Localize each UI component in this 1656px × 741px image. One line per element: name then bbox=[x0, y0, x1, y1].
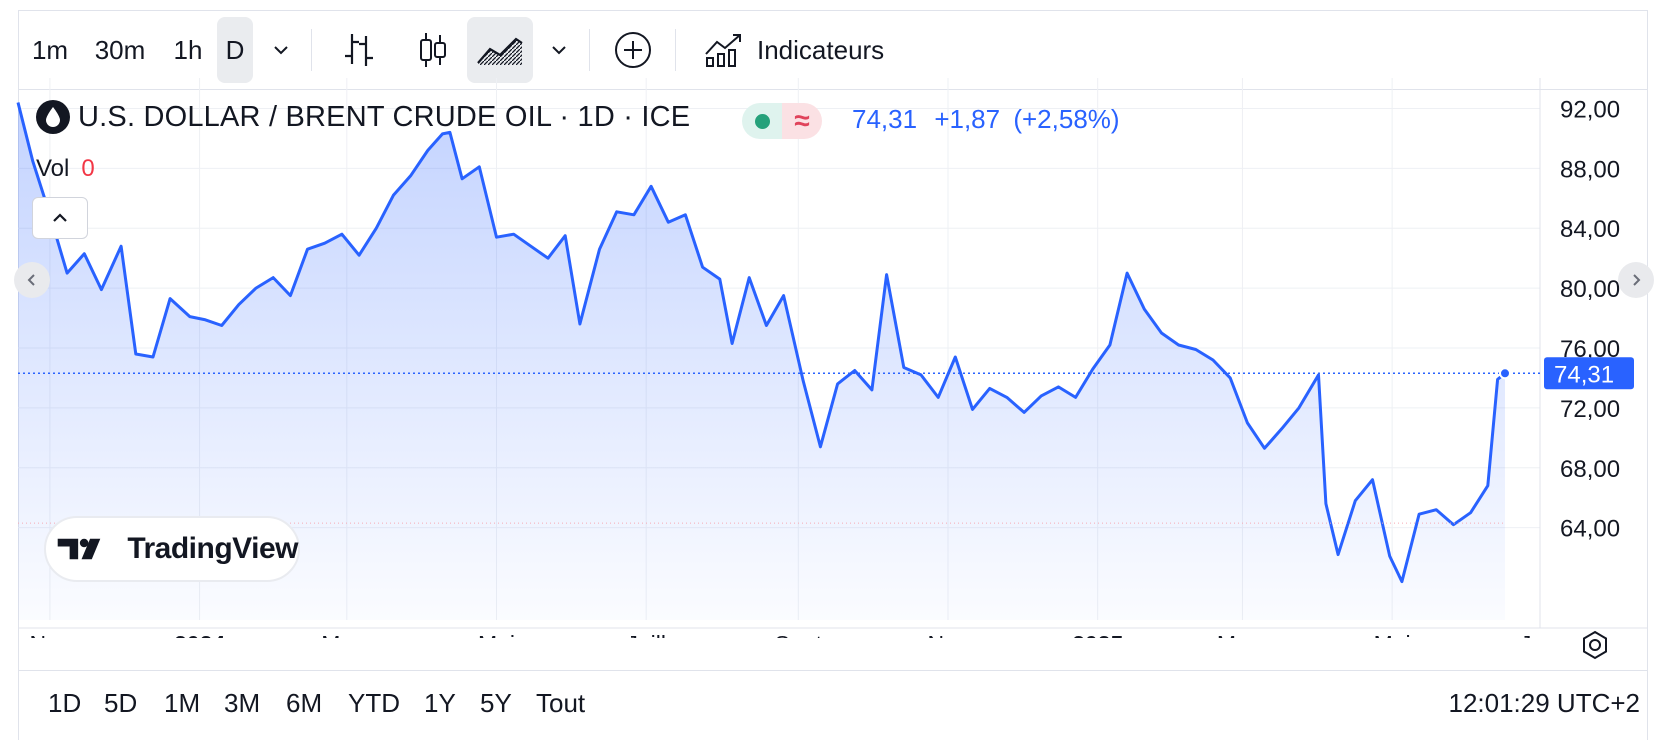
range-ytd-button[interactable]: YTD bbox=[348, 688, 400, 718]
candles-chart-icon[interactable] bbox=[403, 17, 463, 83]
price-area-fill bbox=[18, 102, 1505, 620]
range-bar: 1D 5D 1M 3M 6M YTD 1Y 5Y Tout 12:01:29 U… bbox=[18, 670, 1648, 741]
range-all-button[interactable]: Tout bbox=[536, 688, 586, 718]
tradingview-logo[interactable]: TradingView bbox=[44, 516, 300, 582]
y-tick-label: 88,00 bbox=[1560, 156, 1620, 183]
tradingview-logo-text: TradingView bbox=[127, 532, 298, 565]
price-change: +1,87 bbox=[934, 104, 1001, 134]
y-tick-label: 68,00 bbox=[1560, 456, 1620, 483]
symbol-title: U.S. DOLLAR / BRENT CRUDE OIL · 1D · ICE bbox=[78, 100, 691, 133]
range-1y-button[interactable]: 1Y bbox=[424, 688, 456, 718]
chart-toolbar: 1m 30m 1h D bbox=[19, 11, 1647, 90]
toolbar-divider bbox=[675, 29, 676, 71]
chart-type-chevron-down-icon[interactable] bbox=[541, 17, 577, 83]
x-tick-label: Mai bbox=[478, 631, 515, 638]
price-chart[interactable]: 92,0088,0084,0080,0076,0072,0068,0064,00… bbox=[0, 78, 1656, 638]
chevron-right-icon bbox=[1633, 274, 1641, 286]
x-tick-label: Ju bbox=[1520, 631, 1544, 638]
indicators-label: Indicateurs bbox=[757, 34, 885, 65]
collapse-legend-button[interactable] bbox=[32, 197, 88, 239]
volume-label: Vol bbox=[36, 155, 70, 182]
last-price-badge bbox=[1544, 357, 1634, 390]
range-1d-button[interactable]: 1D bbox=[48, 688, 82, 718]
y-tick-label: 64,00 bbox=[1560, 516, 1620, 543]
x-tick-label: Juill bbox=[626, 631, 666, 638]
y-tick-label: 72,00 bbox=[1560, 396, 1620, 423]
bars-chart-icon[interactable] bbox=[329, 17, 389, 83]
price-quote: 74,31 +1,87 (+2,58%) bbox=[852, 104, 1120, 135]
indicators-button[interactable]: Indicateurs bbox=[685, 17, 905, 83]
tradingview-logo-icon bbox=[57, 538, 101, 560]
interval-1h-button[interactable]: 1h bbox=[173, 34, 203, 65]
last-price-marker bbox=[1499, 367, 1511, 380]
range-3m-button[interactable]: 3M bbox=[224, 688, 261, 718]
market-open-dot-icon bbox=[742, 103, 782, 139]
delayed-data-icon: ≈ bbox=[782, 103, 822, 139]
interval-1m-button[interactable]: 1m bbox=[31, 34, 69, 65]
volume-value: 0 bbox=[81, 155, 95, 182]
toolbar-divider bbox=[589, 29, 590, 71]
price-change-percent: (+2,58%) bbox=[1013, 104, 1120, 134]
toolbar-divider bbox=[311, 29, 312, 71]
chevron-left-icon bbox=[27, 274, 35, 286]
scroll-right-button[interactable] bbox=[1618, 262, 1654, 298]
chevron-up-icon bbox=[53, 213, 67, 222]
y-tick-label: 84,00 bbox=[1560, 216, 1620, 243]
indicators-icon bbox=[705, 34, 741, 67]
x-tick-label: 2024 bbox=[174, 631, 225, 638]
range-5d-button[interactable]: 5D bbox=[104, 688, 138, 718]
x-tick-label: Nov bbox=[29, 631, 70, 638]
y-tick-label: 92,00 bbox=[1560, 96, 1620, 123]
scroll-left-button[interactable] bbox=[14, 262, 50, 298]
timezone-clock[interactable]: 12:01:29 UTC+2 bbox=[1448, 688, 1640, 718]
area-chart-icon[interactable] bbox=[467, 17, 533, 83]
market-status-badge[interactable]: ≈ bbox=[742, 103, 822, 139]
last-price: 74,31 bbox=[852, 104, 918, 134]
range-1m-button[interactable]: 1M bbox=[164, 688, 201, 718]
oil-drop-icon bbox=[36, 100, 70, 134]
y-tick-label: 80,00 bbox=[1560, 276, 1620, 303]
last-price-badge-label: 74,31 bbox=[1554, 361, 1614, 388]
x-tick-label: Sept bbox=[775, 631, 823, 638]
compare-plus-icon[interactable] bbox=[603, 17, 663, 83]
x-tick-label: Mai bbox=[1374, 631, 1411, 638]
interval-d-button[interactable]: D bbox=[217, 17, 253, 83]
price-line bbox=[16, 102, 1506, 584]
chart-settings-gear-icon[interactable] bbox=[1578, 628, 1612, 662]
x-tick-label: Nov bbox=[928, 631, 969, 638]
x-tick-label: Mars bbox=[1217, 631, 1268, 638]
interval-dropdown-chevron-down-icon[interactable] bbox=[263, 17, 299, 83]
interval-30m-button[interactable]: 30m bbox=[94, 34, 146, 65]
x-tick-label: Mars bbox=[321, 631, 372, 638]
range-6m-button[interactable]: 6M bbox=[286, 688, 323, 718]
range-5y-button[interactable]: 5Y bbox=[480, 688, 512, 718]
symbol-legend: U.S. DOLLAR / BRENT CRUDE OIL · 1D · ICE bbox=[36, 100, 690, 134]
x-tick-label: 2025 bbox=[1072, 631, 1123, 638]
volume-legend: Vol 0 bbox=[36, 155, 95, 183]
